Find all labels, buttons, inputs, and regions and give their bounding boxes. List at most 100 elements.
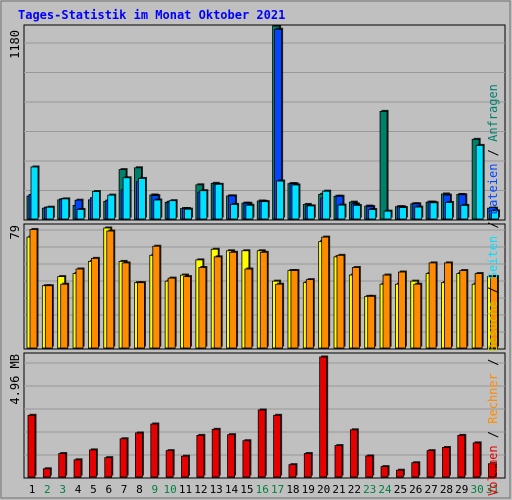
volumen-bar	[442, 447, 450, 478]
seiten-bar	[138, 178, 146, 220]
x-tick-label: 19	[302, 483, 315, 496]
seiten-bar	[429, 202, 438, 220]
seiten-bar	[322, 190, 331, 220]
rechner-bar	[413, 283, 422, 349]
seiten-bar	[337, 204, 346, 220]
seiten-bar	[214, 183, 223, 220]
seiten-bar	[107, 194, 116, 220]
panel-visits-hosts	[23, 223, 506, 350]
volumen-bar	[73, 459, 82, 478]
rechner-bar	[428, 262, 437, 349]
volumen-bar	[211, 428, 220, 478]
x-tick-label: 21	[332, 483, 345, 496]
rechner-bar	[183, 276, 191, 349]
volumen-bar	[472, 442, 481, 478]
seiten-bar	[291, 184, 300, 220]
volumen-bar	[380, 466, 389, 478]
seiten-bar	[491, 210, 499, 220]
rechner-bar	[167, 277, 176, 349]
x-tick-label: 12	[194, 483, 207, 496]
x-tick-label: 1	[29, 483, 36, 496]
volumen-bar	[227, 434, 235, 478]
x-tick-label: 26	[409, 483, 422, 496]
seiten-bar	[445, 202, 453, 220]
x-tick-label: 25	[394, 483, 407, 496]
seiten-bar	[168, 200, 177, 220]
x-tick-label: 24	[378, 483, 392, 496]
legend-separator: /	[486, 142, 500, 164]
volumen-bar	[181, 455, 189, 478]
y-max-label-visits: 79	[8, 225, 22, 239]
x-tick-label: 7	[121, 483, 128, 496]
x-tick-label: 23	[363, 483, 376, 496]
seiten-bar	[475, 144, 484, 220]
rechner-bar	[121, 262, 130, 349]
seiten-bar	[245, 204, 254, 220]
volumen-bar	[395, 469, 404, 478]
seiten-bar	[368, 209, 377, 220]
rechner-bar	[152, 245, 161, 349]
volumen-bar	[42, 468, 51, 478]
rechner-bar	[490, 276, 498, 349]
x-tick-label: 5	[90, 483, 97, 496]
panel-volume	[23, 352, 506, 479]
rechner-bar	[137, 282, 145, 349]
anfragen-bar	[379, 110, 388, 220]
seiten-bar	[276, 180, 285, 220]
x-tick-label: 27	[424, 483, 437, 496]
volumen-bar	[242, 440, 251, 478]
rechner-bar	[305, 279, 314, 349]
x-tick-label: 10	[164, 483, 177, 496]
legend-item-besuche: Besuche	[486, 301, 500, 352]
volumen-bar	[257, 409, 266, 478]
rechner-bar	[106, 230, 115, 349]
x-tick-label: 2	[44, 483, 51, 496]
panel-hits-files-pages	[23, 24, 506, 221]
y-max-label-hits: 1180	[8, 30, 22, 59]
x-tick-label: 14	[225, 483, 239, 496]
volumen-bar	[411, 462, 420, 478]
legend-separator: /	[486, 351, 500, 373]
x-tick-label: 11	[179, 483, 192, 496]
rechner-bar	[229, 251, 237, 349]
legend-item-rechner: Rechner	[486, 373, 500, 424]
volumen-bar	[426, 450, 435, 478]
rechner-bar	[321, 236, 330, 349]
legend-item-volumen: Volumen	[486, 445, 500, 496]
seiten-bar	[92, 191, 100, 220]
rechner-bar	[75, 268, 84, 349]
x-tick-label: 6	[105, 483, 112, 496]
seiten-bar	[153, 199, 162, 220]
legend-right: Volumen / Rechner / Besuche / Seiten / D…	[486, 84, 500, 496]
seiten-bar	[122, 177, 131, 220]
volumen-bar	[273, 414, 282, 478]
volumen-bar	[457, 434, 466, 478]
volumen-bar	[27, 414, 36, 478]
legend-item-seiten: Seiten	[486, 236, 500, 279]
x-tick-label: 16	[256, 483, 269, 496]
x-tick-label: 22	[348, 483, 361, 496]
legend-separator: /	[486, 214, 500, 236]
rechner-bar	[444, 262, 452, 349]
x-tick-label: 20	[317, 483, 330, 496]
legend-item-dateien: Dateien	[486, 164, 500, 215]
x-tick-label: 13	[210, 483, 223, 496]
seiten-bar	[76, 209, 85, 220]
volumen-bar	[135, 432, 143, 478]
y-max-label-volume: 4.96 MB	[8, 354, 22, 405]
rechner-bar	[474, 273, 483, 349]
panel-border	[23, 24, 506, 221]
volumen-bar	[319, 356, 328, 478]
legend-item-anfragen: Anfragen	[486, 84, 500, 142]
volumen-bar	[104, 457, 113, 478]
volumen-bar	[150, 423, 159, 478]
rechner-bar	[290, 270, 299, 349]
x-axis-day-labels: 1 2 3 4 5 6 7 8 9 10 11 12 13 14 15 16 17 18 19 20 21 22 23 24 2…	[29, 483, 499, 496]
rechner-bar	[351, 267, 360, 349]
seiten-bar	[352, 205, 361, 220]
rechner-bar	[44, 285, 53, 349]
rechner-bar	[198, 267, 207, 349]
x-tick-label: 9	[151, 483, 158, 496]
